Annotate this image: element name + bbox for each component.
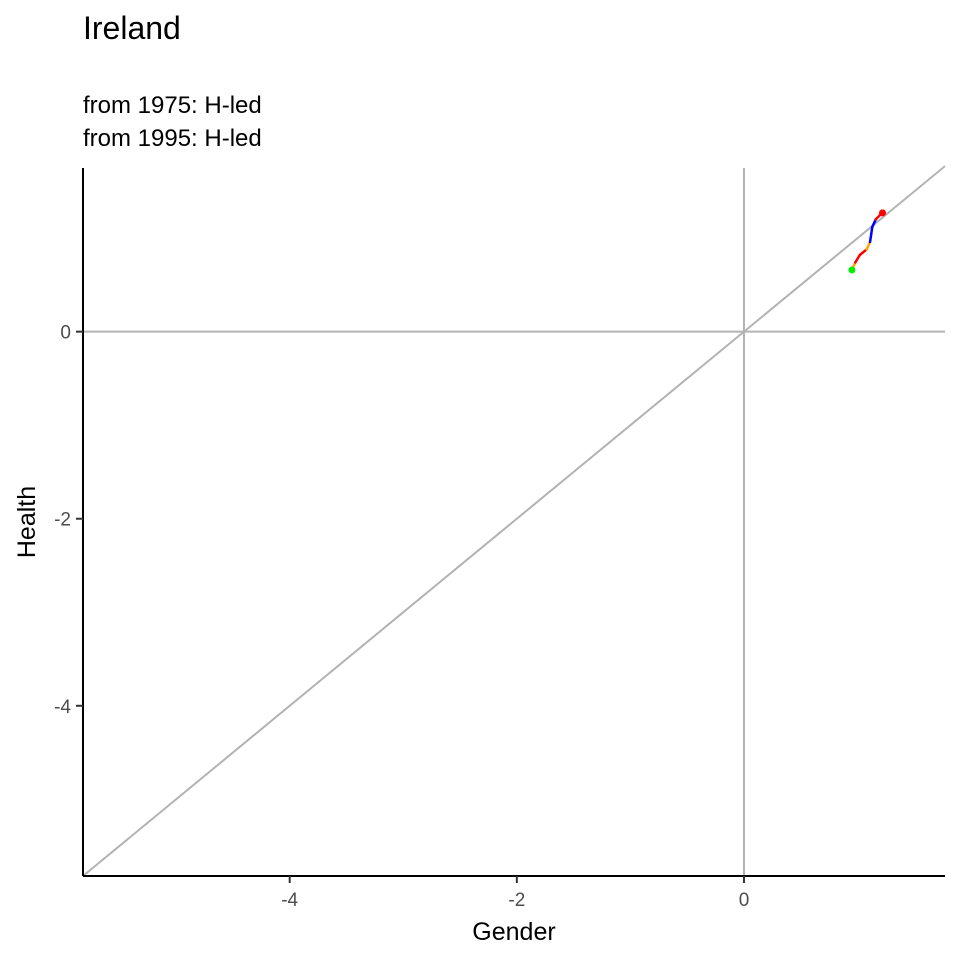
y-tick-label: 0	[60, 323, 71, 344]
chart-subtitle-line-2: from 1995: H-led	[83, 125, 262, 152]
plot-area	[82, 165, 946, 877]
trajectory-segment	[858, 248, 868, 257]
x-tick-label: -2	[508, 890, 525, 911]
y-tick-label: -4	[54, 697, 71, 718]
x-axis-title: Gender	[472, 918, 555, 946]
x-axis: -4 -2 0	[83, 875, 945, 911]
x-tick-label: -4	[281, 890, 298, 911]
trajectory-segment	[868, 233, 873, 244]
end-point	[879, 209, 887, 217]
trajectory-segment	[871, 218, 877, 229]
x-tick-label: 0	[739, 890, 750, 911]
trajectory	[848, 209, 887, 274]
chart-subtitle-line-1: from 1975: H-led	[83, 92, 262, 119]
reference-diagonal	[82, 165, 946, 877]
y-tick-label: -2	[54, 510, 71, 531]
y-axis-title: Health	[13, 486, 41, 558]
trajectory-segment	[869, 225, 874, 236]
y-axis: 0 -2 -4	[54, 168, 84, 876]
trajectory-segment	[865, 240, 872, 251]
chart-title: Ireland	[83, 10, 181, 46]
start-point	[848, 266, 856, 274]
trajectory-segment	[854, 253, 862, 264]
